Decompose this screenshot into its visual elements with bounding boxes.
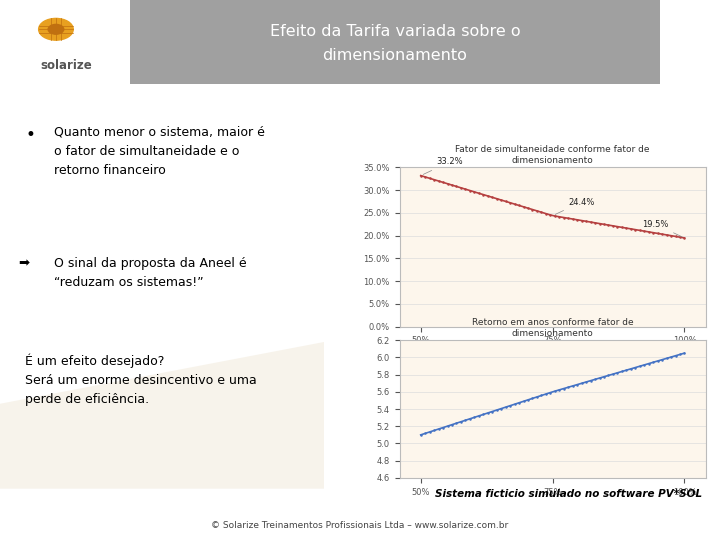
- Title: Fator de simultaneidade conforme fator de
dimensionamento: Fator de simultaneidade conforme fator d…: [455, 145, 650, 165]
- Text: 24.4%: 24.4%: [555, 198, 595, 214]
- Text: Sistema ficticio simulado no software PV*SOL: Sistema ficticio simulado no software PV…: [435, 489, 702, 499]
- Text: Efeito da Tarifa variada sobre o: Efeito da Tarifa variada sobre o: [270, 24, 521, 39]
- Text: 33.2%: 33.2%: [423, 158, 463, 174]
- Text: •: •: [25, 126, 35, 144]
- Circle shape: [48, 24, 64, 34]
- Text: © Solarize Treinamentos Profissionais Ltda – www.solarize.com.br: © Solarize Treinamentos Profissionais Lt…: [212, 521, 508, 530]
- Text: ➡: ➡: [18, 257, 29, 270]
- Text: 5: 5: [690, 35, 700, 53]
- Text: solarize: solarize: [41, 59, 92, 72]
- Text: dimensionamento: dimensionamento: [323, 48, 467, 63]
- Text: 19.5%: 19.5%: [642, 220, 682, 237]
- Text: O sinal da proposta da Aneel é
“reduzam os sistemas!”: O sinal da proposta da Aneel é “reduzam …: [54, 257, 247, 289]
- Text: Quanto menor o sistema, maior é
o fator de simultaneidade e o
retorno financeiro: Quanto menor o sistema, maior é o fator …: [54, 126, 265, 177]
- Polygon shape: [130, 0, 660, 84]
- Title: Retorno em anos conforme fator de
dimensionamento: Retorno em anos conforme fator de dimens…: [472, 318, 634, 338]
- Circle shape: [39, 18, 73, 40]
- Polygon shape: [0, 342, 324, 489]
- Text: É um efeito desejado?
Será um enorme desincentivo e uma
perde de eficiência.: É um efeito desejado? Será um enorme des…: [25, 354, 257, 406]
